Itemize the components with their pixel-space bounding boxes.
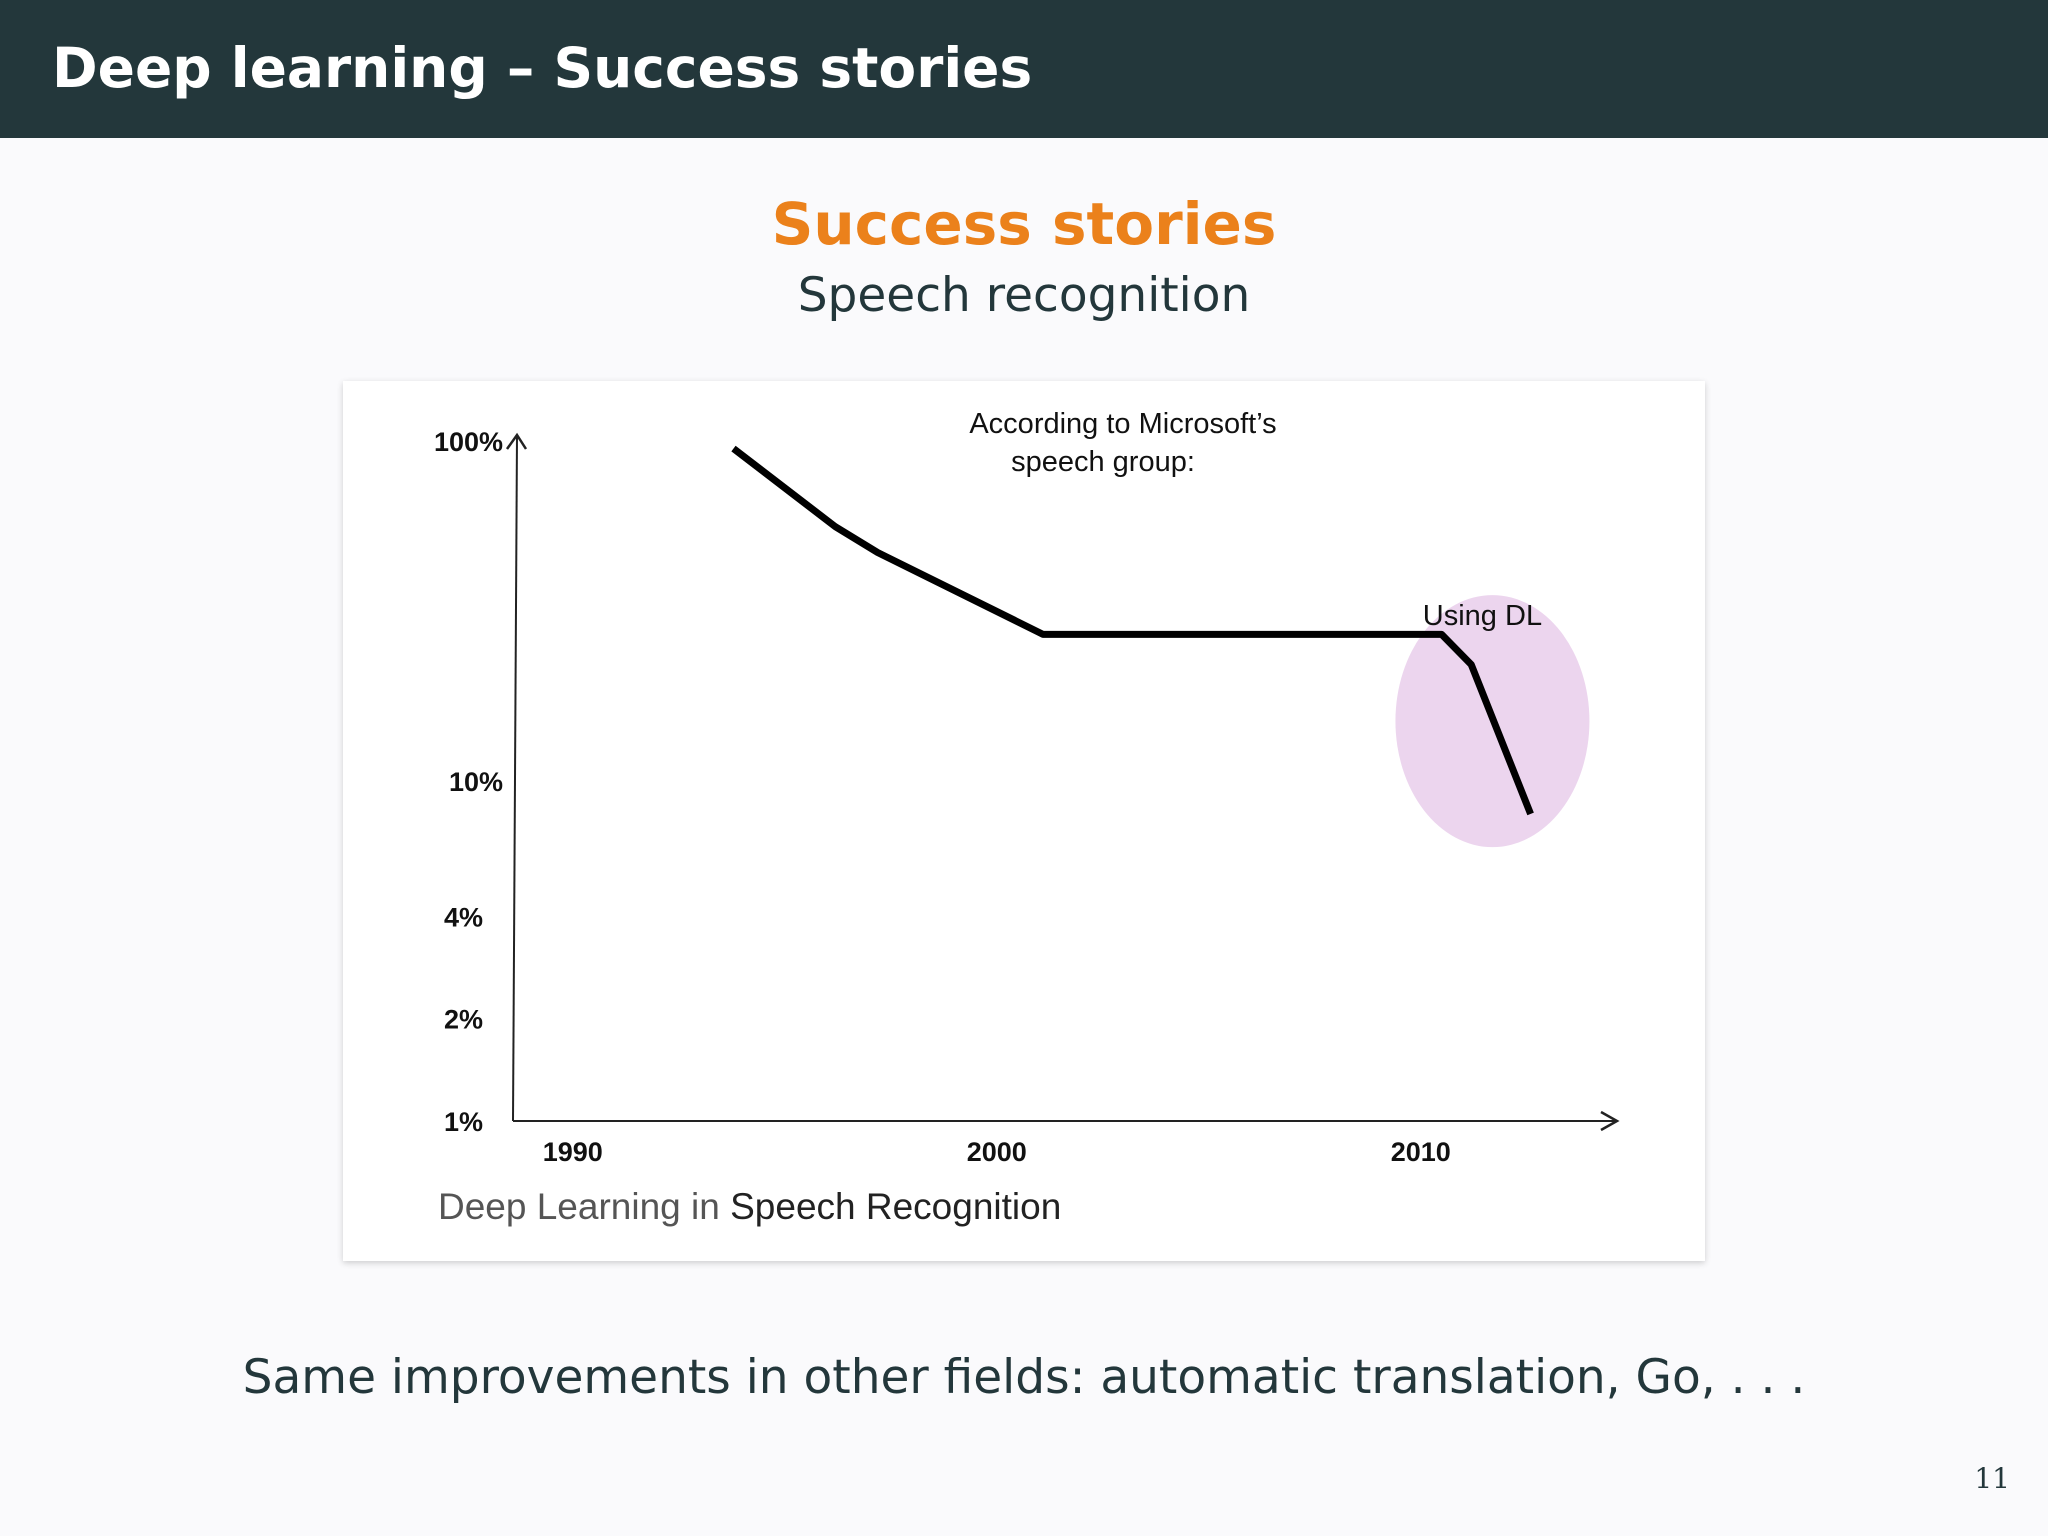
page-number: 11 xyxy=(1974,1462,2010,1495)
x-tick-label: 2000 xyxy=(967,1137,1027,1167)
section-subtitle: Speech recognition xyxy=(797,268,1251,323)
x-axis-arrow xyxy=(1600,1110,1620,1132)
y-tick-label: 1% xyxy=(444,1107,483,1137)
y-tick-label: 4% xyxy=(444,902,483,932)
caption-part2: Speech Recognition xyxy=(730,1186,1062,1227)
y-axis-arrow xyxy=(505,432,528,450)
section-title: Success stories xyxy=(771,190,1277,258)
highlight-label: Using DL xyxy=(1423,600,1542,632)
slide-header: Deep learning – Success stories xyxy=(0,0,2048,138)
y-tick-label: 100% xyxy=(434,427,503,457)
chart-svg: 100% 10% 4% 2% 1% 1990 2000 2010 According to Mi… xyxy=(434,408,1620,1167)
caption-part1: Deep Learning in xyxy=(438,1186,731,1227)
chart-annotation-line: According to Microsoft’s xyxy=(969,408,1276,440)
chart-annotation: According to Microsoft’s speech group: xyxy=(969,408,1276,478)
x-tick-label: 2010 xyxy=(1391,1137,1451,1167)
y-tick-label: 10% xyxy=(449,767,503,797)
error-rate-line xyxy=(731,445,1534,816)
chart-annotation-line: speech group: xyxy=(1011,446,1195,478)
chart-caption: Deep Learning in Speech Recognition xyxy=(438,1186,1061,1228)
x-tick-label: 1990 xyxy=(543,1137,603,1167)
y-tick-label: 2% xyxy=(444,1005,483,1035)
y-axis-line xyxy=(512,434,518,1122)
header-title: Deep learning – Success stories xyxy=(52,36,1033,100)
chart-figure: 100% 10% 4% 2% 1% 1990 2000 2010 According to Mi… xyxy=(343,381,1705,1261)
footer-text: Same improvements in other fields: autom… xyxy=(242,1350,1806,1405)
